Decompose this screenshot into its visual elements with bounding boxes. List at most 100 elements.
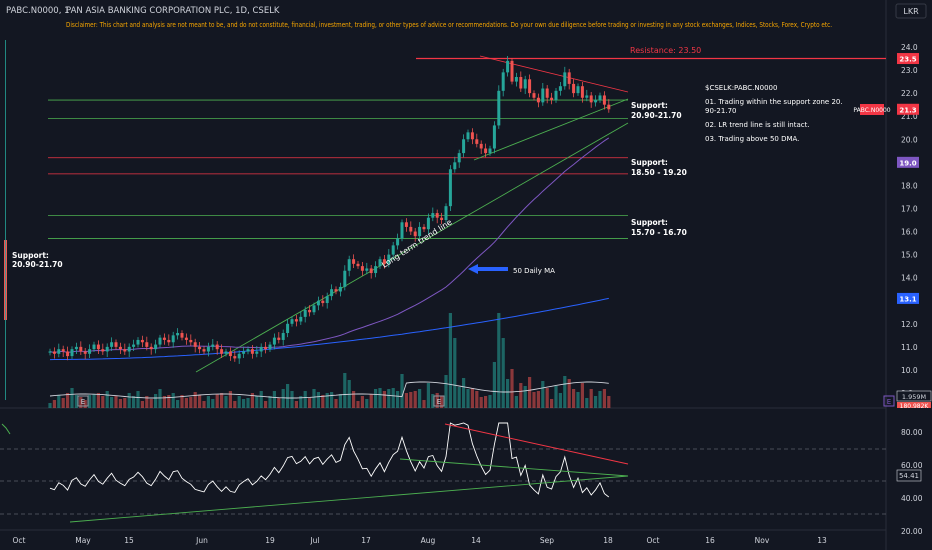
candle-body[interactable]	[532, 93, 536, 98]
candle-body[interactable]	[422, 226, 426, 230]
candle-body[interactable]	[202, 349, 206, 352]
candle-body[interactable]	[167, 339, 171, 343]
candle-body[interactable]	[70, 349, 74, 357]
candle-body[interactable]	[294, 319, 298, 322]
candle-body[interactable]	[378, 259, 382, 267]
candle-body[interactable]	[426, 217, 430, 230]
candle-body[interactable]	[365, 268, 369, 271]
earnings-marker-may[interactable]	[77, 395, 89, 407]
candle-body[interactable]	[396, 238, 400, 246]
candle-body[interactable]	[330, 289, 334, 297]
candle-body[interactable]	[576, 86, 580, 94]
candle-body[interactable]	[189, 339, 193, 343]
candle-body[interactable]	[343, 270, 347, 287]
candle-body[interactable]	[409, 226, 413, 232]
candle-body[interactable]	[83, 351, 87, 354]
candle-body[interactable]	[132, 344, 136, 347]
candle-body[interactable]	[594, 100, 598, 103]
candle-body[interactable]	[528, 79, 532, 94]
candle-body[interactable]	[299, 316, 303, 322]
candle-body[interactable]	[127, 346, 131, 352]
candle-body[interactable]	[259, 346, 263, 352]
candle-body[interactable]	[255, 351, 259, 354]
candle-body[interactable]	[598, 95, 602, 101]
candle-body[interactable]	[123, 349, 127, 352]
candle-body[interactable]	[404, 222, 408, 227]
candle-body[interactable]	[140, 339, 144, 343]
candle-body[interactable]	[453, 162, 457, 170]
candle-body[interactable]	[180, 333, 184, 338]
candle-body[interactable]	[506, 60, 510, 73]
candle-body[interactable]	[334, 289, 338, 292]
candle-body[interactable]	[488, 148, 492, 154]
candle-body[interactable]	[184, 337, 188, 340]
candle-body[interactable]	[514, 76, 518, 82]
candle-body[interactable]	[136, 339, 140, 345]
candle-body[interactable]	[585, 95, 589, 98]
candle-body[interactable]	[347, 259, 351, 271]
candle-body[interactable]	[382, 259, 386, 264]
candle-body[interactable]	[105, 346, 109, 352]
candle-body[interactable]	[193, 342, 197, 347]
candle-body[interactable]	[114, 342, 118, 347]
earnings-marker-axis[interactable]	[883, 395, 895, 407]
candle-body[interactable]	[457, 153, 461, 163]
currency-box[interactable]	[895, 3, 927, 19]
candle-body[interactable]	[444, 206, 448, 220]
candle-body[interactable]	[369, 268, 373, 274]
symbol-label[interactable]: PABC.N0000, 1	[6, 6, 70, 16]
candle-body[interactable]	[48, 351, 52, 353]
candle-body[interactable]	[206, 346, 210, 352]
candle-body[interactable]	[154, 344, 158, 350]
candle-body[interactable]	[325, 296, 329, 304]
candle-body[interactable]	[233, 356, 237, 359]
candle-body[interactable]	[272, 337, 276, 345]
candle-body[interactable]	[550, 97, 554, 101]
candle-body[interactable]	[413, 231, 417, 237]
candle-body[interactable]	[110, 342, 114, 347]
candle-body[interactable]	[400, 222, 404, 239]
candle-body[interactable]	[374, 266, 378, 274]
candle-body[interactable]	[101, 349, 105, 352]
candle-body[interactable]	[316, 300, 320, 306]
candle-body[interactable]	[497, 90, 501, 126]
candle-body[interactable]	[435, 213, 439, 218]
candle-body[interactable]	[536, 97, 540, 103]
candle-body[interactable]	[57, 349, 61, 354]
candle-body[interactable]	[118, 346, 122, 350]
candle-body[interactable]	[479, 143, 483, 149]
candle-body[interactable]	[308, 309, 312, 313]
candle-body[interactable]	[79, 346, 83, 352]
candle-body[interactable]	[475, 139, 479, 144]
candle-body[interactable]	[558, 86, 562, 91]
candle-body[interactable]	[466, 132, 470, 140]
candle-body[interactable]	[541, 88, 545, 103]
candle-body[interactable]	[523, 79, 527, 89]
candle-body[interactable]	[145, 342, 149, 347]
candle-body[interactable]	[501, 72, 505, 91]
candle-body[interactable]	[198, 346, 202, 350]
candle-body[interactable]	[607, 104, 611, 110]
candle-body[interactable]	[387, 254, 391, 264]
candle-body[interactable]	[492, 125, 496, 149]
candle-body[interactable]	[171, 335, 175, 343]
candle-body[interactable]	[580, 86, 584, 98]
candle-body[interactable]	[554, 90, 558, 101]
candle-body[interactable]	[510, 60, 514, 82]
candle-body[interactable]	[356, 263, 360, 267]
candle-body[interactable]	[312, 305, 316, 313]
candle-body[interactable]	[303, 309, 307, 317]
candle-body[interactable]	[264, 346, 268, 350]
candle-body[interactable]	[448, 169, 452, 207]
candle-body[interactable]	[360, 266, 364, 271]
candle-body[interactable]	[211, 344, 215, 347]
candle-body[interactable]	[66, 351, 70, 357]
candle-body[interactable]	[462, 139, 466, 154]
candle-body[interactable]	[96, 344, 100, 350]
candle-body[interactable]	[431, 213, 435, 218]
candle-body[interactable]	[338, 286, 342, 292]
candle-body[interactable]	[74, 346, 78, 350]
candle-body[interactable]	[589, 95, 593, 103]
candle-body[interactable]	[242, 351, 246, 354]
